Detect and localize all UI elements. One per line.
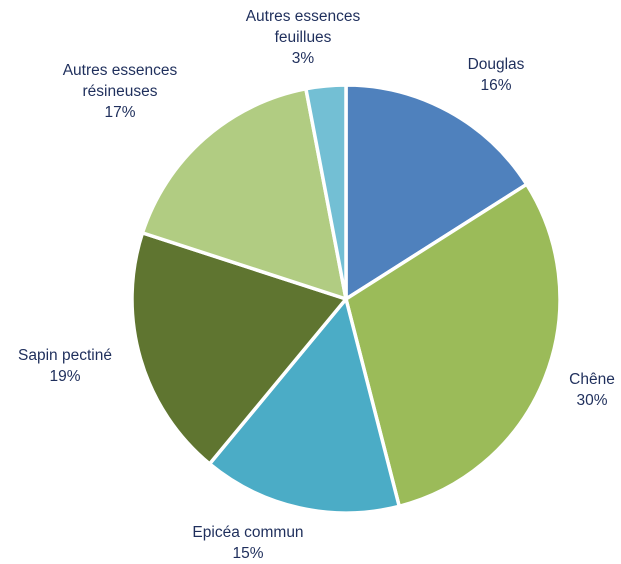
slice-name: Autres essences <box>246 8 361 25</box>
slice-name: Chêne <box>569 371 615 388</box>
slice-label-1: Chêne 30% <box>569 371 615 409</box>
pie-slice-4 <box>140 87 348 301</box>
slice-percent: 17% <box>104 104 135 121</box>
pie-slice-0 <box>344 83 529 301</box>
slice-label-3: Sapin pectiné 19% <box>18 347 112 385</box>
slice-label-5: Autres essences feuillues 3% <box>246 8 361 67</box>
pie-slice-3 <box>130 231 348 466</box>
slice-name: Autres essences <box>63 62 178 79</box>
slice-label-4: Autres essences résineuses 17% <box>63 62 178 121</box>
slice-percent: 3% <box>292 50 315 67</box>
slice-name: Douglas <box>468 56 525 73</box>
slice-percent: 19% <box>49 368 80 385</box>
slice-label-2: Epicéa commun 15% <box>192 524 303 562</box>
slice-name: résineuses <box>83 83 158 100</box>
slice-name: feuillues <box>275 29 332 46</box>
slice-labels: Douglas 16% Chêne 30% Epicéa commun 15% Sapin … <box>18 8 615 562</box>
pie-slice-5 <box>304 83 348 301</box>
pie-slice-2 <box>207 297 401 515</box>
pie-slices <box>130 83 562 515</box>
pie-slice-1 <box>344 182 562 509</box>
slice-label-0: Douglas 16% <box>468 56 525 94</box>
slice-name: Sapin pectiné <box>18 347 112 364</box>
slice-percent: 30% <box>576 392 607 409</box>
slice-percent: 16% <box>480 77 511 94</box>
slice-percent: 15% <box>232 545 263 562</box>
slice-name: Epicéa commun <box>192 524 303 541</box>
